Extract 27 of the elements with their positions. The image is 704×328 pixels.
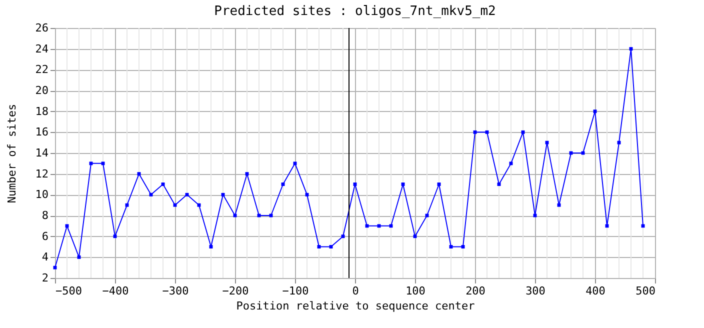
x-tick-label: −400 [102,284,129,298]
y-tick-label: 14 [35,146,49,160]
x-tick-label: −500 [56,284,82,298]
y-tick-label: 16 [35,126,48,139]
y-tick-label: 22 [35,63,48,76]
x-tick-label: 400 [586,284,606,298]
y-tick-label: 18 [35,104,48,118]
y-axis-title: Number of sites [5,104,18,204]
x-tick-label: −200 [222,284,249,298]
x-axis-title: Position relative to sequence center [236,300,476,312]
y-tick-label: 12 [35,167,48,180]
x-tick-label: −300 [162,284,189,298]
y-tick-label: 6 [42,230,48,243]
y-tick-label: 2 [42,272,48,284]
x-tick-label: 200 [466,284,486,298]
x-tick-label: 0 [352,284,359,298]
y-tick-label: 8 [42,209,48,222]
x-tick-label: 300 [526,284,546,298]
y-tick-label: 10 [35,188,48,202]
x-tick-label: 100 [406,284,426,298]
chart-title: Predicted sites : oligos_7nt_mkv5_m2 [214,4,496,19]
x-tick-label: 500 [636,284,656,298]
x-tick-label: −100 [282,284,309,298]
y-tick-label: 26 [35,22,48,34]
y-tick-label: 4 [42,250,49,264]
y-tick-label: 24 [35,42,49,56]
y-tick-label: 20 [35,84,48,97]
